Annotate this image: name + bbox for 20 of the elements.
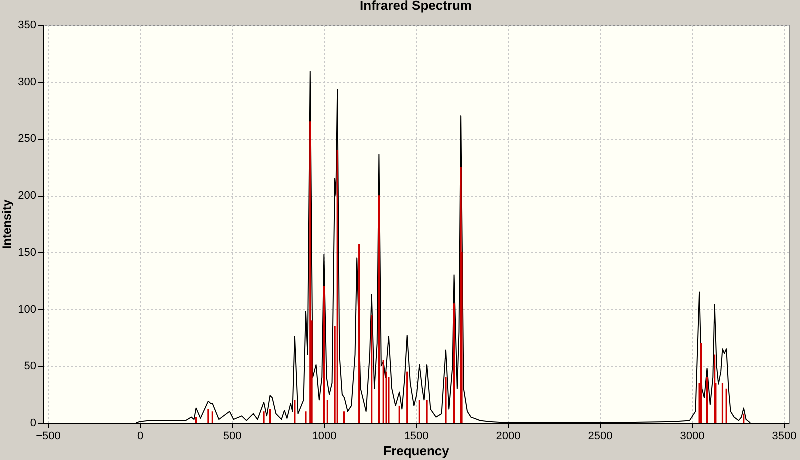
x-tick-label: −500 — [36, 430, 61, 442]
y-tick-label: 100 — [18, 304, 36, 316]
x-tick-label: 500 — [223, 430, 242, 442]
x-tick-label: 2500 — [588, 430, 613, 442]
x-tick-label: 2000 — [496, 430, 521, 442]
x-tick-label: 0 — [137, 430, 144, 442]
y-tick-label: 350 — [18, 20, 36, 32]
y-axis-title: Intensity — [0, 200, 14, 250]
y-tick-label: 200 — [18, 190, 36, 202]
x-tick-label: 3500 — [772, 430, 797, 442]
x-tick-label: 1000 — [312, 430, 337, 442]
y-tick-label: 300 — [18, 76, 36, 88]
y-tick-label: 0 — [30, 418, 36, 430]
x-tick-label: 3000 — [680, 430, 705, 442]
y-tick-label: 250 — [18, 133, 36, 146]
y-tick-label: 50 — [24, 360, 36, 373]
chart-title: Infrared Spectrum — [360, 0, 472, 13]
y-tick-label: 150 — [18, 246, 36, 259]
x-tick-label: 1500 — [404, 430, 429, 442]
x-axis-title: Frequency — [384, 444, 450, 458]
